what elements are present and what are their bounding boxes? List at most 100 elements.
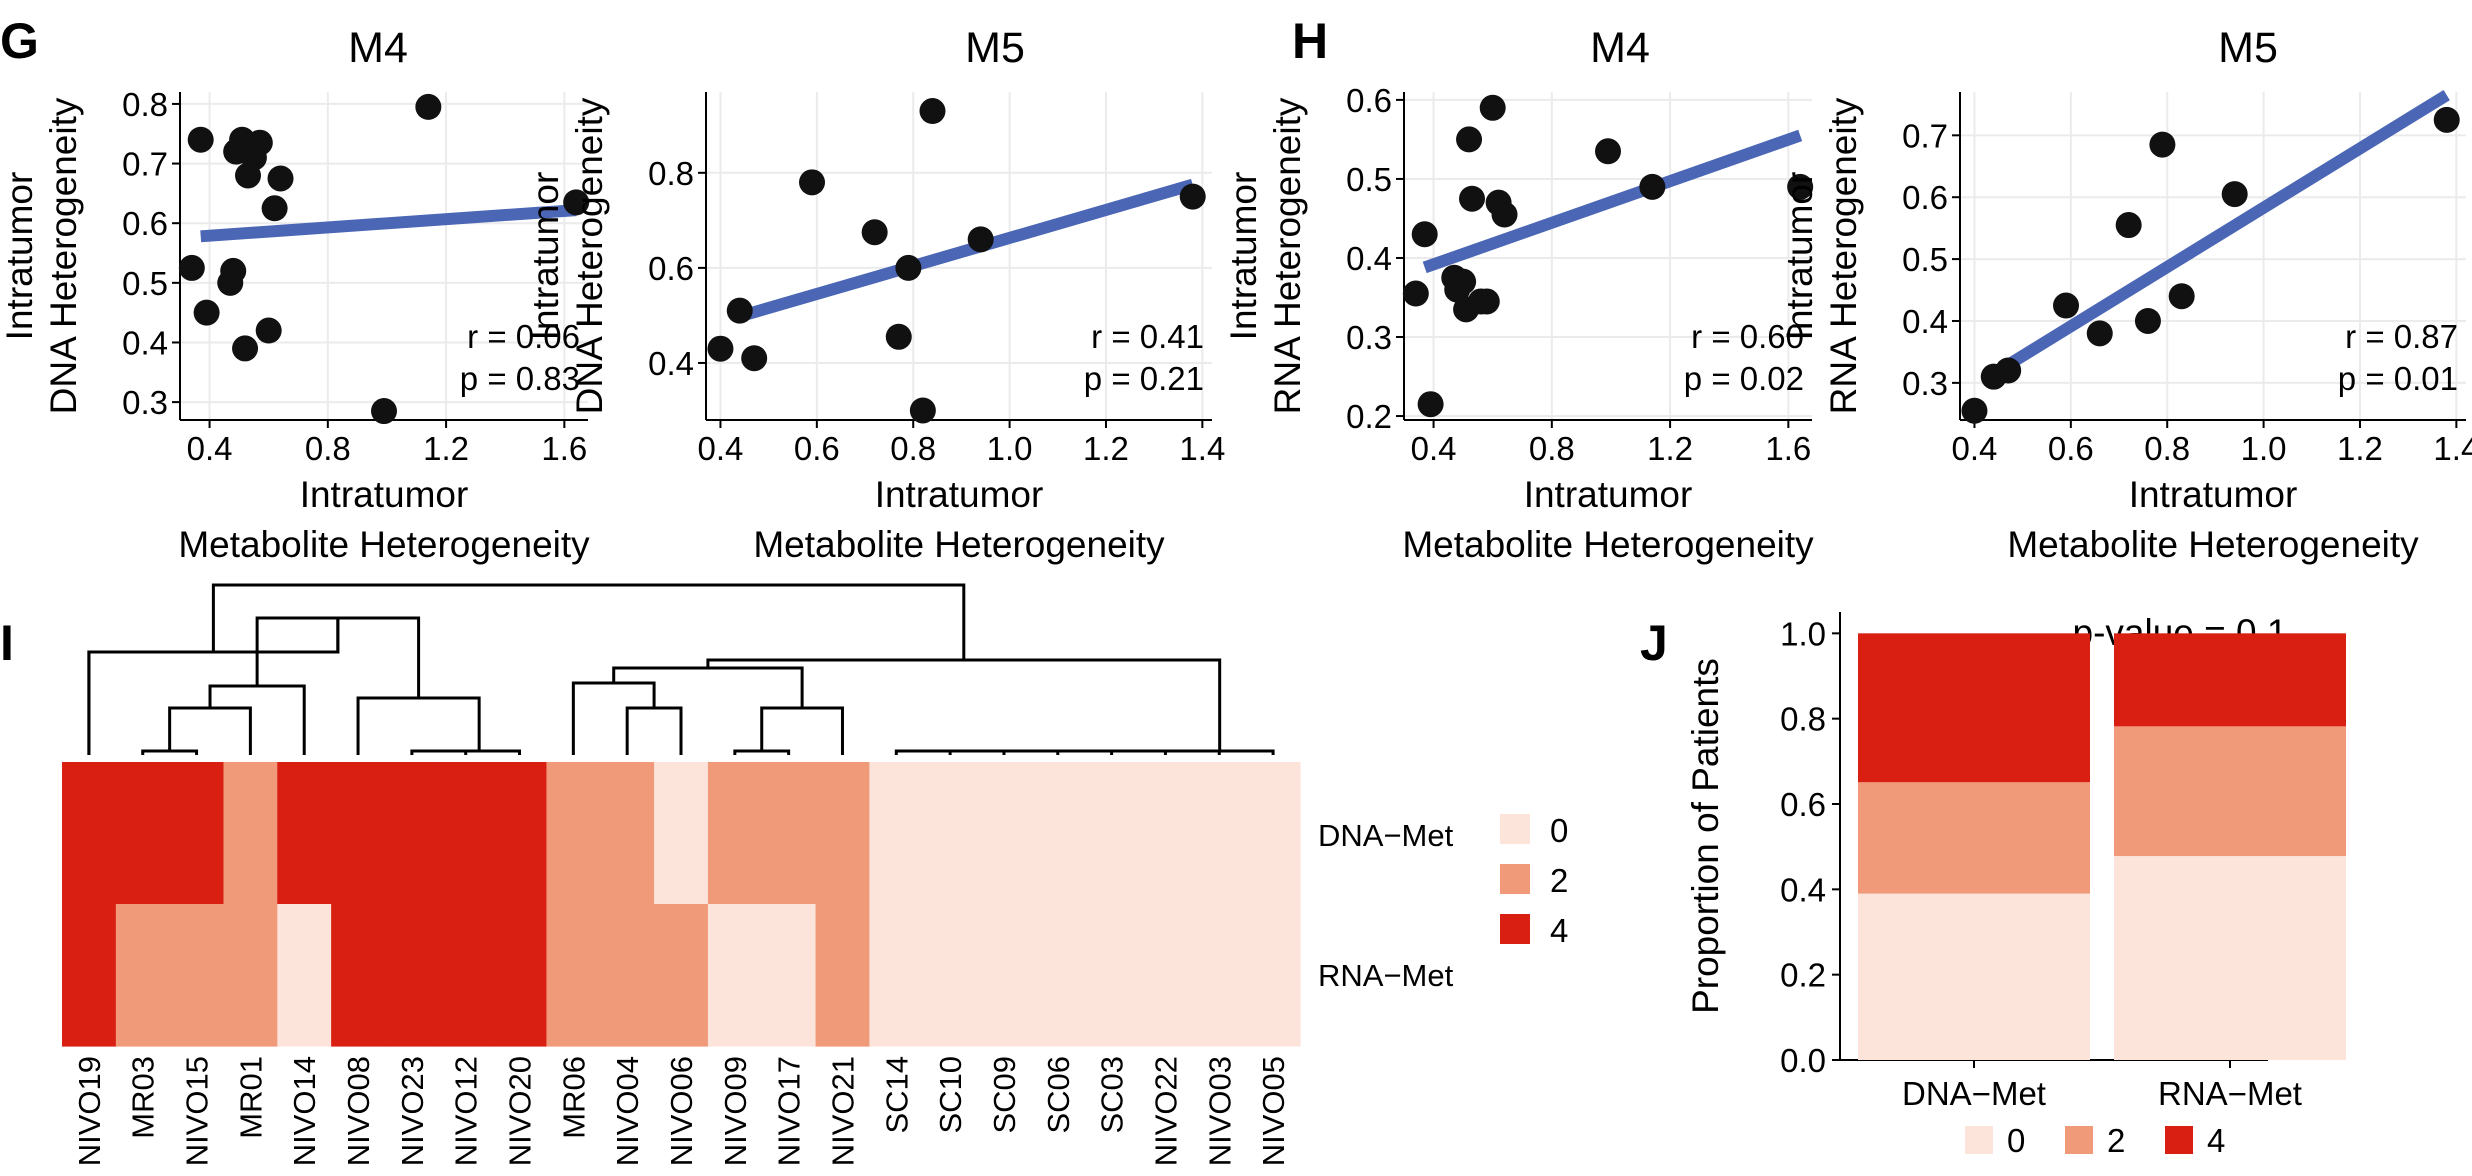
y-axis-label-line2: DNA Heterogeneity bbox=[43, 97, 84, 414]
heatmap-cell bbox=[977, 904, 1032, 1047]
heatmap-cell bbox=[761, 904, 817, 1047]
heatmap-cell bbox=[923, 762, 978, 905]
heatmap-cell bbox=[1192, 904, 1247, 1047]
dendrogram-branch bbox=[612, 666, 804, 708]
heatmap-cell bbox=[815, 904, 870, 1047]
column-label: NIVO15 bbox=[180, 1056, 215, 1166]
x-tick-label: 1.6 bbox=[541, 430, 587, 467]
r-value-label: r = 0.06 bbox=[467, 318, 580, 355]
column-label: NIVO14 bbox=[287, 1056, 322, 1166]
column-label: NIVO22 bbox=[1148, 1056, 1183, 1166]
column-label: NIVO23 bbox=[395, 1056, 430, 1166]
column-label: MR01 bbox=[233, 1056, 268, 1139]
p-value-label: p = 0.02 bbox=[1684, 360, 1804, 397]
dendrogram-branch bbox=[211, 583, 966, 660]
x-axis-label-line1: Intratumor bbox=[2129, 474, 2298, 515]
x-tick-label: 1.2 bbox=[2337, 430, 2383, 467]
data-point bbox=[193, 299, 220, 326]
scatter-g-m5: 0.4 0.6 0.8 1.0 1.2 1.4 0.4 0.6 0.8 M5 r = 0.41 p =… bbox=[525, 24, 1225, 565]
data-point bbox=[861, 219, 888, 246]
column-label: NIVO05 bbox=[1256, 1056, 1291, 1166]
y-tick-label: 0.8 bbox=[122, 86, 168, 123]
heatmap-cell bbox=[384, 762, 440, 905]
heatmap-cell bbox=[654, 904, 709, 1047]
data-point bbox=[909, 397, 936, 424]
x-tick-label: 0.4 bbox=[1952, 430, 1998, 467]
bar-segment bbox=[2114, 726, 2346, 857]
panel-letter-j: J bbox=[1640, 615, 1668, 671]
panel-letter-g: G bbox=[0, 13, 39, 69]
column-label: SC09 bbox=[987, 1056, 1022, 1134]
heatmap-cell bbox=[492, 762, 548, 905]
data-point bbox=[267, 165, 294, 192]
x-tick-label: 0.6 bbox=[794, 430, 840, 467]
y-tick-label: 0.3 bbox=[122, 384, 168, 421]
p-value-label: p = 0.83 bbox=[460, 360, 580, 397]
y-tick-label: 0.6 bbox=[1780, 786, 1826, 823]
y-axis-label-line2: RNA Heterogeneity bbox=[1823, 97, 1864, 414]
x-tick-label: 1.4 bbox=[2433, 430, 2472, 467]
data-point bbox=[2134, 307, 2161, 334]
heatmap-panel-i: I DNA−Met RNA−Met NIVO19 MR03 NIVO15 MR01 NIVO1… bbox=[0, 583, 1568, 1166]
heatmap-cell bbox=[62, 762, 117, 905]
column-label: NIVO21 bbox=[825, 1056, 860, 1166]
bar-segment bbox=[2114, 856, 2346, 1060]
x-tick-label: 0.4 bbox=[698, 430, 744, 467]
y-tick-label: 0.8 bbox=[1780, 701, 1826, 738]
y-axis-label-line1: Intratumor bbox=[0, 172, 40, 341]
dendrogram-branch bbox=[706, 658, 1222, 751]
heatmap-cell bbox=[384, 904, 440, 1047]
heatmap-cell bbox=[277, 904, 332, 1047]
y-tick-label: 0.4 bbox=[1346, 240, 1392, 277]
data-point bbox=[799, 169, 826, 196]
heatmap-cell bbox=[438, 904, 494, 1047]
data-point bbox=[895, 254, 922, 281]
dendrogram-branch bbox=[208, 684, 306, 755]
data-point bbox=[255, 317, 282, 344]
x-tick-label: 1.2 bbox=[1647, 430, 1693, 467]
heatmap-cell bbox=[1246, 762, 1301, 905]
bar-segment bbox=[1858, 893, 2090, 1060]
heatmap-cell bbox=[654, 762, 709, 905]
x-tick-label: 0.8 bbox=[305, 430, 351, 467]
heatmap-cell bbox=[707, 762, 763, 905]
data-point bbox=[741, 345, 768, 372]
y-tick-label: 0.4 bbox=[1780, 871, 1826, 908]
x-tick-label: 0.4 bbox=[187, 430, 233, 467]
x-axis-label-line2: Metabolite Heterogeneity bbox=[178, 524, 590, 565]
data-point bbox=[563, 189, 590, 216]
bar-segment bbox=[1858, 633, 2090, 783]
heatmap-cell bbox=[115, 904, 171, 1047]
dendrogram-branch bbox=[760, 706, 844, 755]
regression-line bbox=[200, 204, 577, 243]
y-tick-label: 0.0 bbox=[1780, 1042, 1826, 1079]
data-point bbox=[261, 195, 288, 222]
x-axis-label-line2: Metabolite Heterogeneity bbox=[1402, 524, 1814, 565]
data-point bbox=[1961, 397, 1988, 424]
y-tick-label: 0.6 bbox=[1902, 179, 1948, 216]
dendrogram-branch bbox=[571, 681, 656, 755]
heatmap-cell bbox=[1246, 904, 1301, 1047]
panel-title: M4 bbox=[348, 24, 408, 72]
y-axis-label-line2: RNA Heterogeneity bbox=[1267, 97, 1308, 414]
y-tick-label: 0.3 bbox=[1346, 319, 1392, 356]
r-value-label: r = 0.60 bbox=[1691, 318, 1804, 355]
data-point bbox=[2149, 131, 2176, 158]
data-point bbox=[2053, 292, 2080, 319]
x-axis-label-line2: Metabolite Heterogeneity bbox=[2007, 524, 2419, 565]
x-tick-label: 1.0 bbox=[2241, 430, 2287, 467]
row-label-rna-met: RNA−Met bbox=[1318, 958, 1454, 993]
y-tick-label: 0.8 bbox=[648, 155, 694, 192]
x-axis-label-line1: Intratumor bbox=[1524, 474, 1693, 515]
x-axis-label-line2: Metabolite Heterogeneity bbox=[753, 524, 1165, 565]
x-tick-label: 1.6 bbox=[1765, 430, 1811, 467]
x-axis-label-line1: Intratumor bbox=[875, 474, 1044, 515]
data-point bbox=[2221, 181, 2248, 208]
legend-label: 4 bbox=[1550, 912, 1568, 949]
y-tick-label: 0.7 bbox=[1902, 117, 1948, 154]
data-point bbox=[2086, 320, 2113, 347]
data-point bbox=[707, 335, 734, 362]
